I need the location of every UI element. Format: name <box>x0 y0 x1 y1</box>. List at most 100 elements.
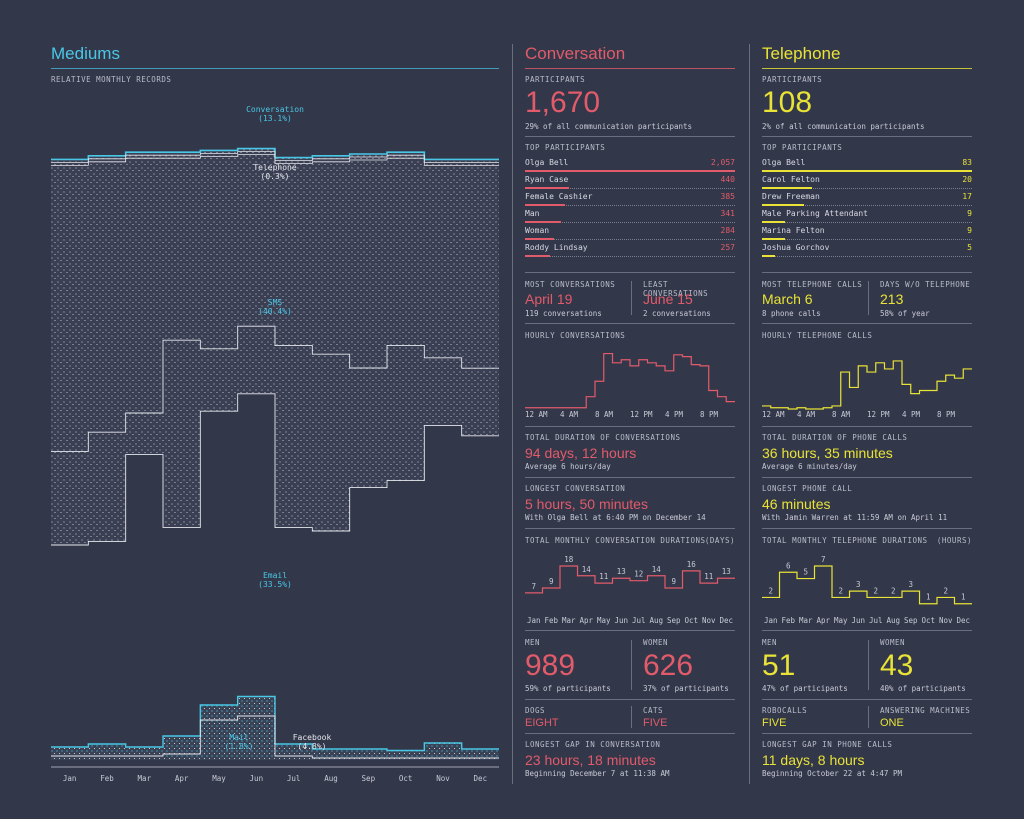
monthly-tick-label: Oct <box>684 616 698 625</box>
stream-label-pct: (13.1%) <box>258 114 292 123</box>
monthly-value-label: 1 <box>926 593 931 602</box>
monthly-value-label: 2 <box>838 586 843 595</box>
stream-label-pct: (4.8%) <box>298 742 327 751</box>
participant-name: Olga Bell <box>762 158 806 167</box>
monthly-line <box>525 565 735 594</box>
section-divider <box>762 426 972 427</box>
participant-name: Marina Felton <box>762 226 825 235</box>
participant-row-rule <box>762 239 972 240</box>
monthly-unit: (HOURS) <box>936 536 972 545</box>
participant-bar <box>525 187 570 189</box>
monthly-line <box>762 565 972 605</box>
duration-note: Average 6 minutes/day <box>762 462 857 471</box>
most-value: April 19 <box>525 291 573 307</box>
mediums-stream-chart: Conversation(13.1%) Telephone(0.3%) SMS(40… <box>51 105 499 783</box>
monthly-tick-label: Apr <box>816 616 830 625</box>
participant-row-rule <box>525 205 735 206</box>
longest-note: With Jamin Warren at 11:59 AM on April 1… <box>762 513 948 522</box>
column-title: Conversation <box>525 44 626 63</box>
men-label: MEN <box>762 638 778 647</box>
monthly-value-label: 14 <box>582 565 592 574</box>
split-divider <box>868 640 869 690</box>
participant-value: 257 <box>720 243 735 252</box>
gap-label: LONGEST GAP IN CONVERSATION <box>525 740 661 749</box>
women-count: 43 <box>880 649 914 682</box>
extra-a-label: ROBOCALLS <box>762 706 808 715</box>
monthly-tick-label: Oct <box>921 616 935 625</box>
participant-value: 385 <box>720 192 735 201</box>
least-value: June 15 <box>643 291 693 307</box>
section-divider <box>525 477 735 478</box>
month-tick-label: Aug <box>324 774 338 783</box>
participant-value: 83 <box>962 158 972 167</box>
monthly-value-label: 5 <box>803 568 808 577</box>
monthly-value-label: 1 <box>961 593 966 602</box>
column-divider <box>749 44 750 784</box>
mediums-title: Mediums <box>51 44 120 63</box>
section-divider <box>762 272 972 273</box>
split-divider <box>631 706 632 728</box>
participant-value: 5 <box>967 243 972 252</box>
participant-value: 17 <box>962 192 972 201</box>
gap-value: 11 days, 8 hours <box>762 752 865 768</box>
extra-a-value: FIVE <box>762 717 787 729</box>
facebook-top-line <box>51 695 499 752</box>
longest-value: 46 minutes <box>762 496 831 512</box>
hourly-tick-label: 8 PM <box>937 410 956 419</box>
least-label: DAYS W/O TELEPHONE <box>880 280 971 289</box>
telephone-column: Telephone PARTICIPANTS 108 2% of all commun… <box>762 0 972 819</box>
section-divider <box>525 426 735 427</box>
participant-bar <box>762 221 786 223</box>
extra-b-label: ANSWERING MACHINES <box>880 706 971 715</box>
monthly-tick-label: Feb <box>781 616 795 625</box>
monthly-value-label: 18 <box>564 555 574 564</box>
monthly-tick-label: Sep <box>904 616 918 625</box>
section-divider <box>762 699 972 700</box>
participant-name: Ryan Case <box>525 175 569 184</box>
telephone-band-line <box>51 154 499 166</box>
hourly-tick-label: 4 PM <box>665 410 684 419</box>
section-divider <box>525 733 735 734</box>
monthly-label: TOTAL MONTHLY TELEPHONE DURATIONS <box>762 536 928 545</box>
monthly-value-label: 6 <box>786 561 791 570</box>
women-count: 626 <box>643 649 694 682</box>
mediums-subtitle: RELATIVE MONTHLY RECORDS <box>51 75 172 84</box>
monthly-tick-label: May <box>834 616 848 625</box>
participant-name: Male Parking Attendant <box>762 209 868 218</box>
hourly-tick-label: 8 PM <box>700 410 719 419</box>
most-value: March 6 <box>762 291 813 307</box>
section-divider <box>525 136 735 137</box>
monthly-value-label: 12 <box>634 570 643 579</box>
participant-bar <box>762 170 972 172</box>
stream-label-name: Conversation <box>246 105 304 114</box>
monthly-value-label: 14 <box>652 565 662 574</box>
participant-bar <box>762 187 813 189</box>
section-divider <box>525 630 735 631</box>
split-divider <box>631 640 632 690</box>
section-divider <box>525 323 735 324</box>
monthly-chart: 7 Jan 9 Feb 18 Mar 14 Apr 11 May 13 Jun 12 Jul 14 Aug 9 S… <box>525 555 735 625</box>
hourly-tick-label: 12 PM <box>867 410 890 419</box>
participants-note: 29% of all communication participants <box>525 122 693 131</box>
most-note: 119 conversations <box>525 309 602 318</box>
monthly-value-label: 7 <box>821 555 826 564</box>
monthly-tick-label: Dec <box>719 616 733 625</box>
participant-value: 9 <box>967 209 972 218</box>
men-count: 51 <box>762 649 796 682</box>
men-note: 47% of participants <box>762 684 848 693</box>
monthly-value-label: 9 <box>549 577 554 586</box>
conversation-column: Conversation PARTICIPANTS 1,670 29% of all … <box>525 0 735 819</box>
monthly-tick-label: Nov <box>702 616 716 625</box>
monthly-value-label: 2 <box>768 586 773 595</box>
monthly-value-label: 3 <box>908 580 913 589</box>
extra-b-value: FIVE <box>643 717 668 729</box>
hourly-chart: 12 AM 4 AM 8 AM 12 PM 4 PM 8 PM <box>525 352 735 419</box>
hourly-line <box>762 360 972 410</box>
participant-value: 341 <box>720 209 735 218</box>
monthly-value-label: 11 <box>599 572 608 581</box>
split-divider <box>868 706 869 728</box>
hourly-label: HOURLY CONVERSATIONS <box>525 331 626 340</box>
monthly-tick-label: Mar <box>799 616 813 625</box>
participant-name: Female Cashier <box>525 192 593 201</box>
women-label: WOMEN <box>643 638 669 647</box>
